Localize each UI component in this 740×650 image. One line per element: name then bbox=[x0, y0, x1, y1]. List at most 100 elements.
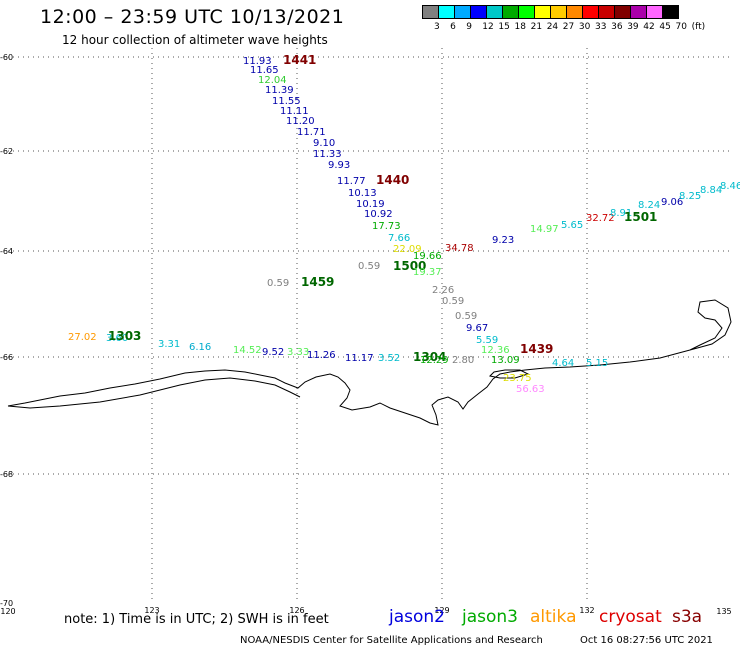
satellite-name: jason2 bbox=[389, 607, 445, 627]
wave-height-label: 10.19 bbox=[356, 199, 385, 210]
observation-time-label: 1303 bbox=[108, 329, 141, 343]
longitude-label: 120 bbox=[0, 607, 15, 616]
wave-height-label: 0.59 bbox=[358, 261, 380, 272]
observation-time-label: 1459 bbox=[301, 275, 334, 289]
wave-height-label: 10.13 bbox=[348, 188, 377, 199]
legend-label: 12 bbox=[482, 22, 494, 32]
wave-height-label: 5.65 bbox=[561, 220, 583, 231]
wave-height-label: 12.36 bbox=[481, 345, 510, 356]
color-scale-legend bbox=[422, 5, 679, 19]
coastline-inlet bbox=[488, 369, 530, 379]
legend-label: 36 bbox=[611, 22, 623, 32]
legend-label: 3 bbox=[434, 22, 440, 32]
wave-height-label: 13.09 bbox=[491, 355, 520, 366]
wave-height-label: 11.11 bbox=[280, 106, 309, 117]
wave-height-label: 11.55 bbox=[272, 96, 301, 107]
legend-label: 18 bbox=[514, 22, 526, 32]
wave-height-label: 19.66 bbox=[413, 251, 442, 262]
legend-swatch bbox=[662, 5, 679, 19]
legend-label: 33 bbox=[595, 22, 607, 32]
legend-label: 42 bbox=[643, 22, 655, 32]
map-title: 12:00 – 23:59 UTC 10/13/2021 bbox=[40, 6, 345, 28]
ice-edge bbox=[7, 377, 301, 409]
latitude-label: -60 bbox=[0, 53, 13, 62]
wave-height-label: 8.46 bbox=[720, 181, 740, 192]
wave-height-label: 12.04 bbox=[258, 75, 287, 86]
longitude-label: 129 bbox=[434, 606, 449, 615]
longitude-label: 132 bbox=[579, 606, 594, 615]
wave-height-label: 12.29 bbox=[420, 355, 449, 366]
observation-time-label: 1439 bbox=[520, 342, 553, 356]
wave-height-label: 9.06 bbox=[661, 197, 683, 208]
wave-height-label: 5.15 bbox=[586, 358, 608, 369]
legend-label: 45 bbox=[659, 22, 671, 32]
wave-height-label: 11.65 bbox=[250, 65, 279, 76]
wave-height-label: 22.09 bbox=[393, 244, 422, 255]
latitude-label: -62 bbox=[0, 147, 13, 156]
wave-height-label: 32.72 bbox=[586, 213, 615, 224]
color-scale-labels: 3 6 9 12 15 18 21 24 27 30 33 36 39 42 45 70 (ft) bbox=[422, 22, 740, 36]
wave-height-label: 0.59 bbox=[442, 296, 464, 307]
wave-height-label: 9.23 bbox=[492, 235, 514, 246]
wave-height-label: 11.93 bbox=[243, 56, 272, 67]
latitude-label: -70 bbox=[0, 599, 13, 608]
wave-height-label: 3.60 bbox=[106, 333, 128, 344]
wave-height-label: 8.24 bbox=[638, 200, 660, 211]
longitude-label: 126 bbox=[289, 606, 304, 615]
legend-label: 15 bbox=[498, 22, 510, 32]
wave-height-label: 4.64 bbox=[552, 358, 574, 369]
wave-height-label: 11.17 bbox=[345, 353, 374, 364]
legend-label: 21 bbox=[530, 22, 543, 32]
legend-label: 70 bbox=[675, 22, 687, 32]
wave-height-label: 8.25 bbox=[679, 191, 701, 202]
observation-time-label: 1440 bbox=[376, 173, 409, 187]
wave-height-label: 14.52 bbox=[233, 345, 262, 356]
wave-height-label: 6.16 bbox=[189, 342, 211, 353]
wave-height-label: 5.59 bbox=[476, 335, 498, 346]
wave-height-label: 9.93 bbox=[328, 160, 350, 171]
wave-height-label: 11.26 bbox=[307, 350, 336, 361]
longitude-label: 123 bbox=[144, 606, 159, 615]
satellite-name: cryosat bbox=[599, 607, 662, 627]
legend-label: 6 bbox=[450, 22, 456, 32]
wave-height-label: 8.91 bbox=[610, 208, 632, 219]
wave-height-label: 10.92 bbox=[364, 209, 393, 220]
wave-height-label: 17.73 bbox=[372, 221, 401, 232]
wave-height-label: 11.71 bbox=[297, 127, 326, 138]
wave-height-label: 11.39 bbox=[265, 85, 294, 96]
observation-time-label: 1501 bbox=[624, 210, 657, 224]
legend-label: 24 bbox=[546, 22, 559, 32]
wave-height-label: 19.37 bbox=[413, 267, 442, 278]
wave-height-label: 2.80 bbox=[452, 355, 474, 366]
wave-height-label: 11.77 bbox=[337, 176, 366, 187]
satellite-name: altika bbox=[530, 607, 577, 627]
wave-height-label: 0.59 bbox=[455, 311, 477, 322]
credit-text: NOAA/NESDIS Center for Satellite Applica… bbox=[240, 635, 543, 646]
wave-height-label: 9.10 bbox=[313, 138, 335, 149]
wave-height-label: 11.20 bbox=[286, 116, 315, 127]
observation-time-label: 1441 bbox=[283, 53, 316, 67]
wave-height-label: 9.67 bbox=[466, 323, 488, 334]
wave-height-label: 14.97 bbox=[530, 224, 559, 235]
coastline bbox=[7, 299, 732, 426]
latitude-label: -66 bbox=[0, 353, 13, 362]
generation-timestamp: Oct 16 08:27:56 UTC 2021 bbox=[580, 635, 713, 646]
latitude-label: -64 bbox=[0, 247, 13, 256]
legend-label: 30 bbox=[578, 22, 591, 32]
longitude-label: 135 bbox=[716, 607, 731, 616]
observation-time-label: 1304 bbox=[413, 350, 446, 364]
wave-height-label: 34.78 bbox=[445, 243, 474, 254]
latitude-label: -68 bbox=[0, 470, 13, 479]
legend-label: 27 bbox=[562, 22, 575, 32]
legend-label: 39 bbox=[627, 22, 639, 32]
satellite-name: jason3 bbox=[462, 607, 518, 627]
wave-height-label: 56.63 bbox=[516, 384, 545, 395]
observation-time-label: 1500 bbox=[393, 259, 426, 273]
wave-height-label: 2.26 bbox=[432, 285, 454, 296]
legend-label: (ft) bbox=[691, 22, 706, 32]
footer-note: note: 1) Time is in UTC; 2) SWH is in fe… bbox=[64, 612, 329, 627]
wave-height-label: 3.31 bbox=[158, 339, 180, 350]
wave-height-label: 7.66 bbox=[388, 233, 410, 244]
wave-height-label: 23.75 bbox=[503, 373, 532, 384]
